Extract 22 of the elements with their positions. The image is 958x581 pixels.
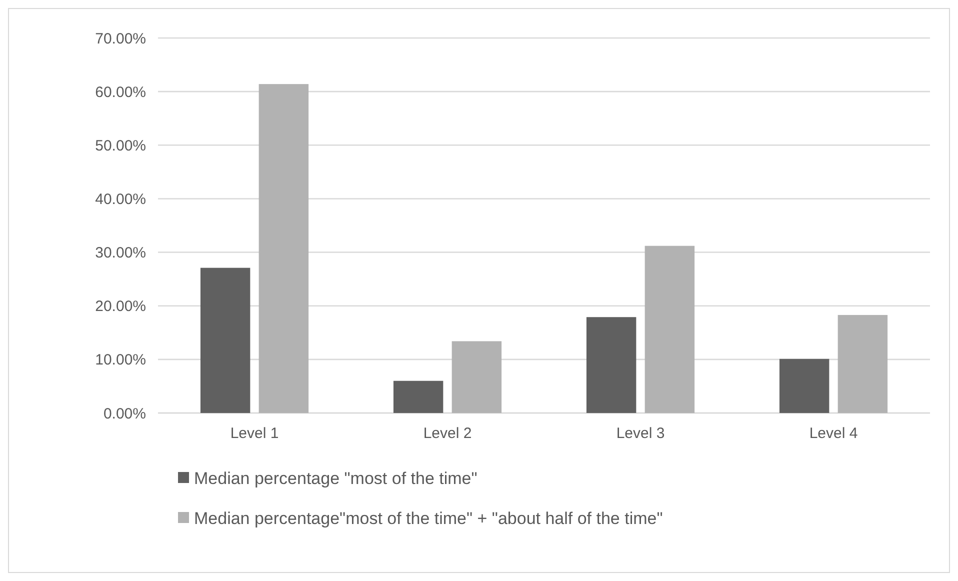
y-tick-label: 60.00%	[95, 84, 146, 101]
y-tick-label: 30.00%	[95, 244, 146, 262]
y-tick-label: 10.00%	[95, 352, 146, 369]
bar	[779, 358, 830, 413]
y-tick-label: 70.00%	[95, 30, 146, 48]
legend-label: Median percentage"most of the time" + "about half of the time"	[194, 508, 663, 528]
y-tick-label: 50.00%	[95, 137, 146, 154]
bar	[393, 380, 444, 413]
y-tick-label: 0.00%	[103, 405, 146, 422]
bar	[838, 314, 888, 413]
x-tick-label: Level 2	[423, 425, 472, 442]
x-tick-label: Level 3	[616, 425, 665, 442]
bar	[644, 246, 695, 413]
bar	[586, 317, 636, 413]
y-tick-label: 20.00%	[95, 298, 146, 316]
y-tick-label: 40.00%	[95, 190, 146, 208]
bar	[200, 268, 250, 413]
bar	[258, 84, 309, 413]
x-tick-label: Level 4	[809, 425, 858, 442]
bar	[452, 341, 502, 413]
legend-label: Median percentage "most of the time"	[194, 468, 478, 488]
x-tick-label: Level 1	[230, 425, 279, 442]
